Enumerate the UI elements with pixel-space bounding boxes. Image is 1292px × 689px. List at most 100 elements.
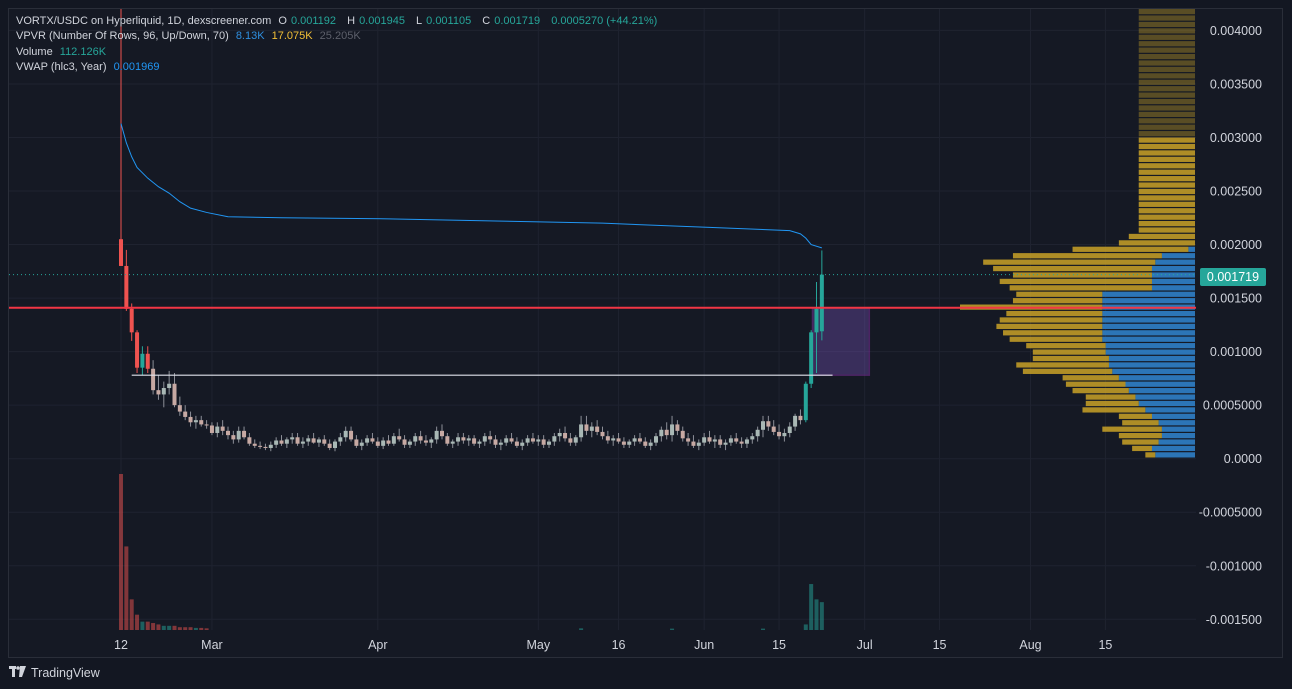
price-tick-label: -0.0005000 [1199,506,1262,520]
candle-body [707,437,712,442]
vpvr-down-bar [1138,66,1195,73]
time-tick-label: Mar [201,638,223,652]
candle-body [787,426,792,433]
last-price-tag: 0.001719 [1200,268,1266,286]
time-tick-label: 15 [933,638,947,652]
volume-bar [167,625,172,630]
candle-body [498,442,503,445]
time-tick-label: May [526,638,550,652]
candle-body [477,441,482,444]
volume-bar [670,628,675,630]
candle-body [723,442,728,445]
candle-body [798,415,803,421]
candle-body [696,442,701,446]
brand-label: TradingView [31,666,100,680]
candle-body [782,432,787,437]
volume-bar [761,628,765,630]
volume-bar [135,614,140,630]
volume-bar [199,627,204,630]
price-tick-label: 0.004000 [1210,24,1262,38]
candle-body [172,383,177,406]
candle-body [547,441,551,445]
candle-body [600,431,605,437]
candle-body [734,438,739,442]
time-tick-label: Apr [368,638,387,652]
price-tick-label: 0.002500 [1210,185,1262,199]
candle-body [199,420,204,425]
vpvr-up-bar [1118,375,1195,381]
candle-body [231,435,236,440]
vpvr-down-bar [1138,73,1195,79]
vwap-value: 0.001969 [113,61,160,74]
vpvr-up-value: 8.13K [235,30,265,43]
vpvr-down-bar [1138,208,1195,214]
candle-body [472,438,477,444]
vpvr-down-bar [1072,246,1189,252]
candle-body [670,424,675,436]
vpvr-up-bar [1128,388,1195,394]
price-tick-label: 0.0000 [1224,452,1262,466]
tradingview-brand[interactable]: TradingView [9,666,100,680]
vpvr-down-bar [1132,445,1152,452]
candle-body [327,443,332,448]
legend-vwap-row[interactable]: VWAP (hlc3, Year) 0.001969 [16,60,661,75]
vpvr-down-bar [1138,41,1195,47]
candle-body [520,442,525,446]
legend-vpvr-row[interactable]: VPVR (Number Of Rows, 96, Up/Down, 70) 8… [16,29,661,44]
vpvr-up-bar [1161,426,1195,432]
vpvr-down-bar [1138,53,1195,60]
vpvr-down-bar [1022,368,1113,374]
candle-body [739,441,744,444]
volume-value: 112.126K [59,45,107,58]
candle-body [541,439,546,445]
vpvr-down-bar [1138,143,1195,150]
vpvr-down-bar [1062,375,1119,381]
time-tick-label: 12 [114,638,128,652]
candle-body [509,438,514,442]
candle-body [750,436,755,440]
time-tick-label: 15 [772,638,786,652]
close-value: C 0.001719 [482,15,544,27]
vpvr-down-bar [1138,118,1195,124]
low-label: L [416,15,423,27]
candle-body [461,437,466,441]
vpvr-down-bar [1118,240,1195,246]
candles [119,9,824,452]
candle-body [193,420,198,423]
vpvr-up-bar [1158,420,1195,426]
candle-body [349,430,354,440]
candle-body [718,439,723,445]
candle-body [589,426,594,431]
candle-body [295,437,300,444]
vpvr-down-bar [1138,21,1195,28]
volume-bar [140,621,145,630]
vpvr-down-bar [1138,176,1195,182]
vpvr-up-bar [1105,349,1195,355]
symbol-title[interactable]: VORTX/USDC on Hyperliquid, 1D, dexscreen… [16,15,272,27]
vpvr-down-bar [1012,253,1162,259]
vpvr-down-bar [1085,400,1139,407]
candle-body [284,439,289,444]
volume-bar [151,623,156,630]
time-tick-label: Jun [694,638,714,652]
vpvr-up-bar [1102,323,1195,330]
close-label: C [482,15,491,27]
candle-body [761,421,765,430]
legend-volume-row[interactable]: Volume 112.126K [16,45,661,60]
vpvr-up-bar [1151,278,1195,285]
candle-body [766,421,771,427]
candle-body [627,441,632,445]
vpvr-down-bar [1012,298,1103,304]
volume-bar [119,474,123,630]
open-label: O [278,15,287,27]
candle-body [579,424,584,438]
vpvr-down-bar [1138,195,1195,201]
vpvr-down-bar [1145,452,1156,458]
candle-body [621,441,626,445]
candle-body [819,274,824,332]
candle-body [771,426,776,432]
candle-body [263,446,268,448]
vpvr-down-bar [1118,413,1152,419]
vpvr-down-value: 17.075K [271,30,313,43]
